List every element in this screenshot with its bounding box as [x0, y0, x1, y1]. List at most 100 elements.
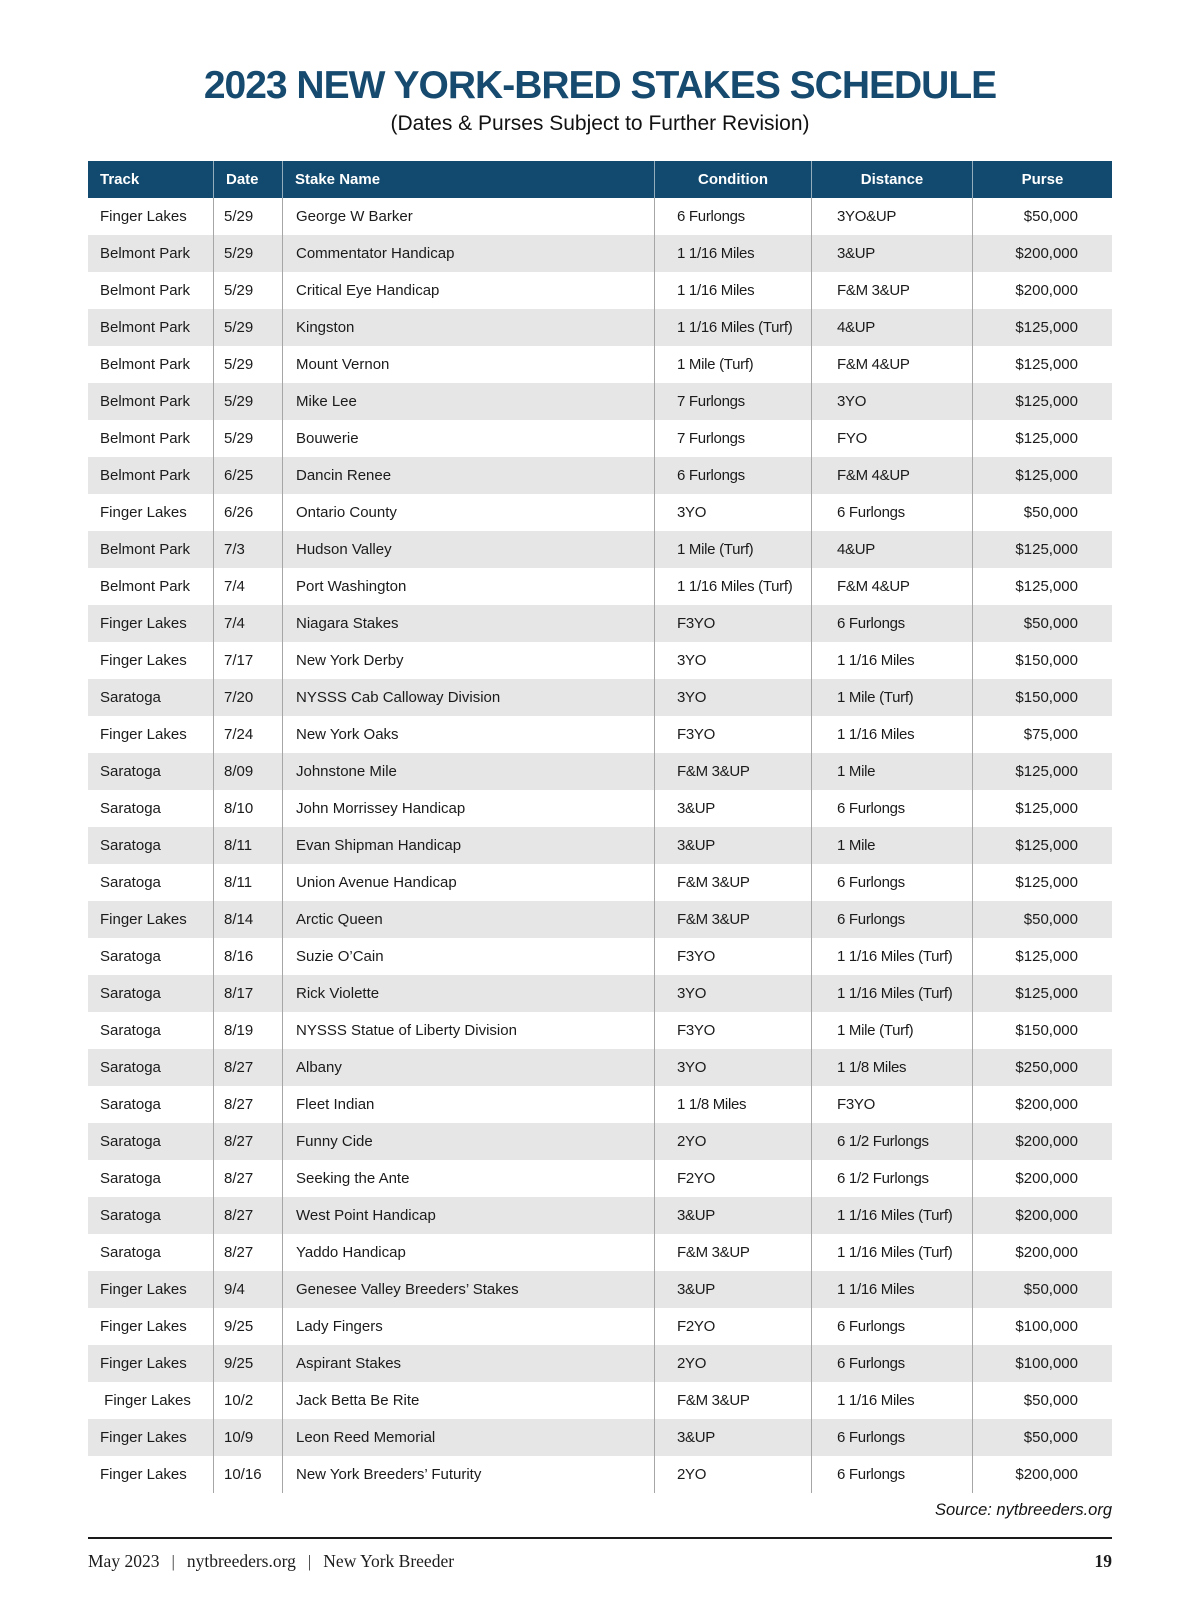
cell-distance: 6 Furlongs [811, 605, 972, 642]
cell-condition: 7 Furlongs [654, 383, 811, 420]
cell-stake-name: NYSSS Cab Calloway Division [282, 679, 654, 716]
table-row: Saratoga 8/27 Yaddo Handicap F&M 3&UP 1 1/16… [88, 1234, 1112, 1271]
cell-condition: F&M 3&UP [654, 901, 811, 938]
cell-date: 6/25 [213, 457, 282, 494]
cell-purse: $100,000 [972, 1345, 1112, 1382]
cell-distance: 3&UP [811, 235, 972, 272]
cell-stake-name: Evan Shipman Handicap [282, 827, 654, 864]
cell-condition: 3&UP [654, 1197, 811, 1234]
cell-track: Saratoga [100, 689, 161, 706]
cell-track: Saratoga [100, 1207, 161, 1224]
cell-purse: $125,000 [972, 753, 1112, 790]
cell-track: Finger Lakes [100, 1318, 187, 1335]
table-row: Saratoga 8/16 Suzie O’Cain F3YO 1 1/16 Miles… [88, 938, 1112, 975]
table-row: Finger Lakes 6/26 Ontario County 3YO 6 Furlo… [88, 494, 1112, 531]
cell-condition: 1 1/8 Miles [654, 1086, 811, 1123]
cell-date: 5/29 [213, 420, 282, 457]
cell-condition: F2YO [654, 1308, 811, 1345]
cell-distance: F&M 4&UP [811, 568, 972, 605]
cell-date: 8/17 [213, 975, 282, 1012]
table-row: Saratoga 7/20 NYSSS Cab Calloway Division 3… [88, 679, 1112, 716]
cell-date: 8/27 [213, 1197, 282, 1234]
cell-track: Belmont Park [100, 393, 191, 410]
cell-distance: 1 1/16 Miles (Turf) [811, 975, 972, 1012]
cell-track: Finger Lakes [100, 1355, 187, 1372]
column-header-purse: Purse [972, 161, 1112, 198]
table-row: Belmont Park 5/29 Critical Eye Handicap 1 1… [88, 272, 1112, 309]
table-row: Belmont Park 6/25 Dancin Renee 6 Furlongs F&… [88, 457, 1112, 494]
cell-stake-name: Albany [282, 1049, 654, 1086]
cell-distance: 4&UP [811, 309, 972, 346]
column-header-distance: Distance [811, 161, 972, 198]
cell-date: 7/20 [213, 679, 282, 716]
cell-stake-name: New York Derby [282, 642, 654, 679]
cell-distance: F&M 3&UP [811, 272, 972, 309]
cell-purse: $125,000 [972, 383, 1112, 420]
table-row: Saratoga 8/11 Union Avenue Handicap F&M 3&U… [88, 864, 1112, 901]
cell-purse: $125,000 [972, 420, 1112, 457]
cell-distance: 6 Furlongs [811, 790, 972, 827]
table-row: Finger Lakes 10/2 Jack Betta Be Rite F&M 3&… [88, 1382, 1112, 1419]
cell-purse: $50,000 [972, 1382, 1112, 1419]
cell-date: 10/2 [213, 1382, 282, 1419]
cell-purse: $125,000 [972, 938, 1112, 975]
cell-purse: $125,000 [972, 531, 1112, 568]
cell-distance: 6 Furlongs [811, 1456, 972, 1493]
table-row: Finger Lakes 9/25 Aspirant Stakes 2YO 6 Furl… [88, 1345, 1112, 1382]
cell-track: Finger Lakes [100, 1281, 187, 1298]
cell-purse: $200,000 [972, 272, 1112, 309]
table-row: Finger Lakes 7/17 New York Derby 3YO 1 1/16 … [88, 642, 1112, 679]
cell-purse: $125,000 [972, 864, 1112, 901]
cell-condition: F3YO [654, 605, 811, 642]
cell-stake-name: Funny Cide [282, 1123, 654, 1160]
cell-condition: F3YO [654, 1012, 811, 1049]
cell-condition: 3YO [654, 1049, 811, 1086]
cell-purse: $125,000 [972, 827, 1112, 864]
footer-separator: | [171, 1552, 175, 1571]
cell-purse: $125,000 [972, 309, 1112, 346]
cell-condition: F2YO [654, 1160, 811, 1197]
cell-purse: $200,000 [972, 1123, 1112, 1160]
cell-distance: 4&UP [811, 531, 972, 568]
cell-stake-name: Lady Fingers [282, 1308, 654, 1345]
cell-track: Finger Lakes [100, 1429, 187, 1446]
cell-condition: 3&UP [654, 1271, 811, 1308]
cell-distance: 1 1/16 Miles (Turf) [811, 1234, 972, 1271]
cell-stake-name: Yaddo Handicap [282, 1234, 654, 1271]
cell-stake-name: Genesee Valley Breeders’ Stakes [282, 1271, 654, 1308]
table-row: Belmont Park 5/29 Mount Vernon 1 Mile (Turf… [88, 346, 1112, 383]
cell-stake-name: Critical Eye Handicap [282, 272, 654, 309]
table-row: Saratoga 8/17 Rick Violette 3YO 1 1/16 Miles… [88, 975, 1112, 1012]
cell-date: 10/16 [213, 1456, 282, 1493]
cell-track: Finger Lakes [100, 208, 187, 225]
cell-purse: $200,000 [972, 1086, 1112, 1123]
cell-track: Saratoga [100, 800, 161, 817]
cell-date: 7/17 [213, 642, 282, 679]
cell-distance: 1 1/16 Miles (Turf) [811, 938, 972, 975]
cell-distance: 1 Mile (Turf) [811, 1012, 972, 1049]
cell-stake-name: Suzie O’Cain [282, 938, 654, 975]
cell-distance: 3YO&UP [811, 198, 972, 235]
cell-stake-name: New York Breeders’ Futurity [282, 1456, 654, 1493]
cell-date: 8/27 [213, 1160, 282, 1197]
table-row: Saratoga 8/11 Evan Shipman Handicap 3&UP 1 M… [88, 827, 1112, 864]
cell-purse: $200,000 [972, 1160, 1112, 1197]
cell-date: 5/29 [213, 272, 282, 309]
table-row: Belmont Park 5/29 Bouwerie 7 Furlongs FYO $12… [88, 420, 1112, 457]
table-row: Saratoga 8/27 Funny Cide 2YO 6 1/2 Furlongs $… [88, 1123, 1112, 1160]
cell-distance: 6 Furlongs [811, 1419, 972, 1456]
table-row: Saratoga 8/27 West Point Handicap 3&UP 1 1/1… [88, 1197, 1112, 1234]
cell-date: 6/26 [213, 494, 282, 531]
cell-track: Saratoga [100, 1133, 161, 1150]
cell-track: Belmont Park [100, 541, 191, 558]
cell-stake-name: Fleet Indian [282, 1086, 654, 1123]
column-header-condition: Condition [654, 161, 811, 198]
cell-distance: 1 1/8 Miles [811, 1049, 972, 1086]
cell-track: Saratoga [100, 948, 161, 965]
cell-stake-name: Bouwerie [282, 420, 654, 457]
cell-condition: 3&UP [654, 790, 811, 827]
footer-issue-date: May 2023 [88, 1551, 160, 1571]
cell-condition: 1 Mile (Turf) [654, 346, 811, 383]
cell-purse: $125,000 [972, 457, 1112, 494]
cell-stake-name: New York Oaks [282, 716, 654, 753]
